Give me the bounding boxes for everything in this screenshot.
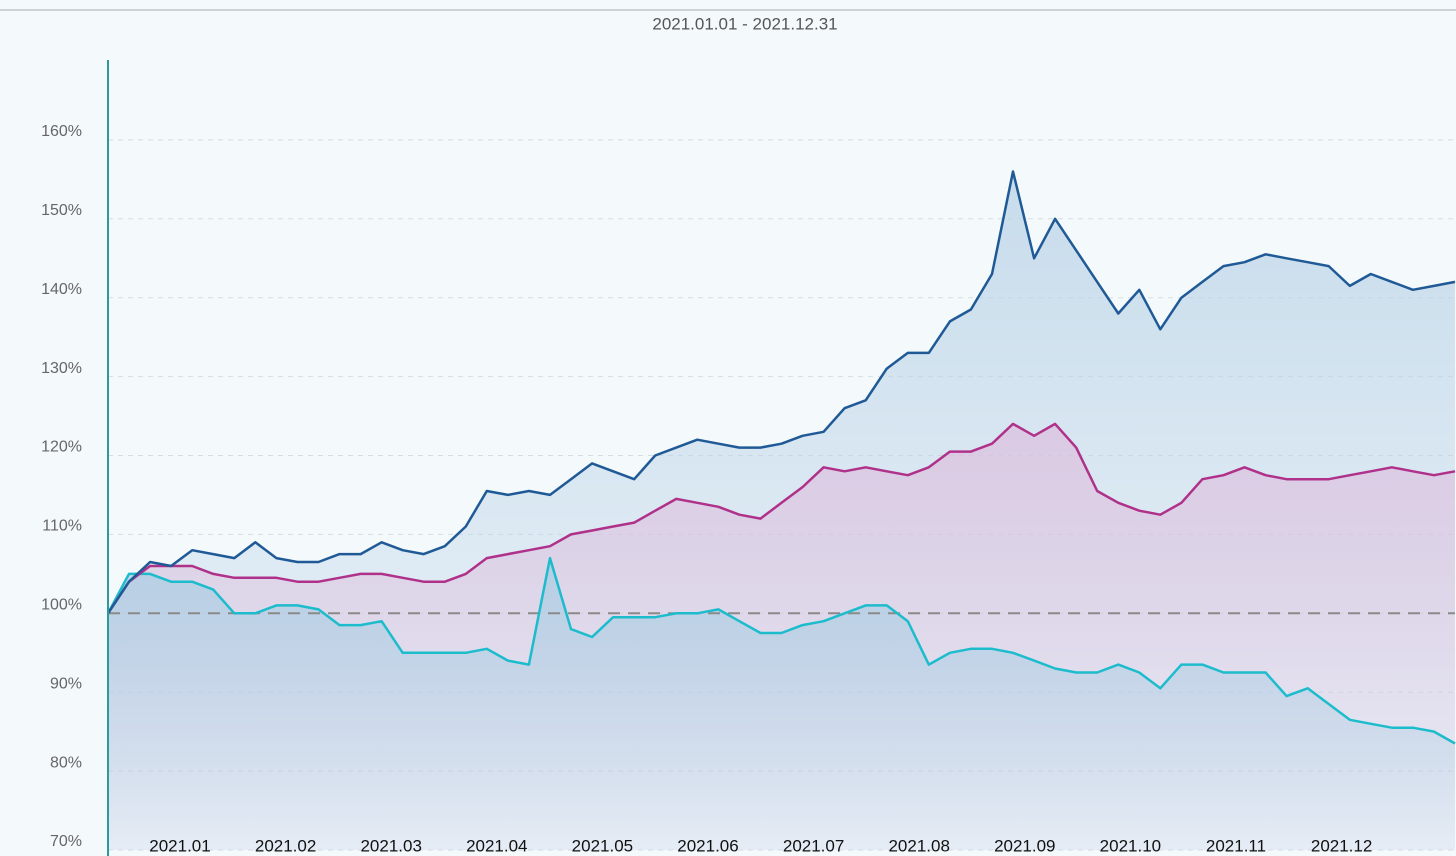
x-tick-label: 2021.06 — [677, 836, 738, 855]
x-tick-label: 2021.04 — [466, 836, 527, 855]
x-tick-label: 2021.02 — [255, 836, 316, 855]
line — [106, 170, 1456, 614]
y-tick-label: 90% — [50, 675, 82, 692]
y-tick-label: 70% — [50, 833, 82, 850]
y-tick-label: 80% — [50, 754, 82, 771]
x-tick-label: 2021.10 — [1100, 836, 1161, 855]
y-tick-label: 150% — [41, 202, 82, 219]
y-tick-label: 130% — [41, 360, 82, 377]
area — [108, 558, 1455, 850]
x-tick-label: 2021.11 — [1206, 836, 1266, 855]
y-tick-label: 100% — [41, 597, 82, 614]
x-tick-label: 2021.07 — [783, 836, 844, 855]
chart-title: 2021.01.01 - 2021.12.31 — [652, 14, 837, 33]
x-tick-label: 2021.12 — [1311, 836, 1372, 855]
x-tick-label: 2021.08 — [888, 836, 949, 855]
y-tick-label: 120% — [41, 439, 82, 456]
y-tick-label: 110% — [42, 518, 82, 535]
x-tick-label: 2021.05 — [572, 836, 633, 855]
line — [106, 556, 1456, 745]
y-tick-label: 160% — [41, 123, 82, 140]
line — [106, 422, 1456, 614]
x-tick-label: 2021.01 — [149, 836, 210, 855]
y-tick-label: 140% — [41, 281, 82, 298]
x-tick-label: 2021.09 — [994, 836, 1055, 855]
x-tick-label: 2021.03 — [360, 836, 421, 855]
